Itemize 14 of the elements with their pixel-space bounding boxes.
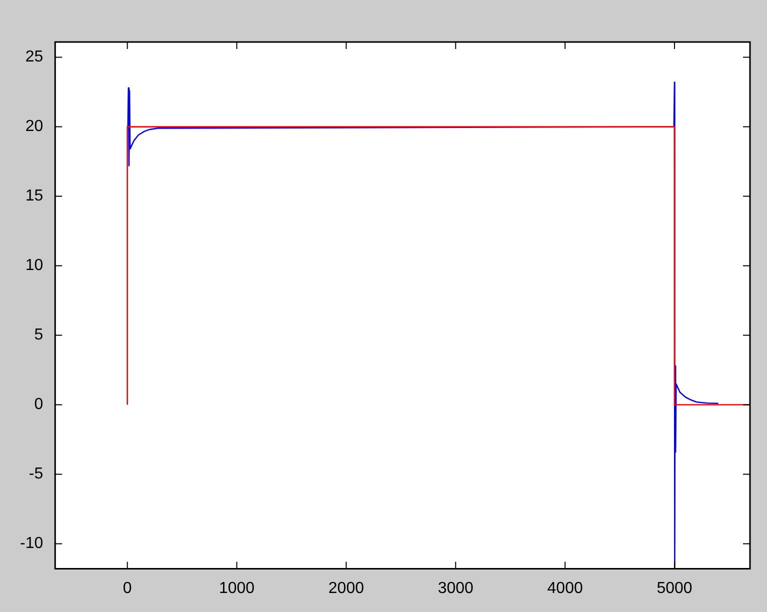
y-tick-label: 15 (25, 188, 44, 205)
y-tick-label: -5 (28, 466, 44, 483)
y-tick-label: -10 (20, 535, 44, 552)
x-tick-label: 5000 (656, 580, 692, 597)
x-tick-label: 4000 (547, 580, 583, 597)
y-tick-label: 0 (34, 396, 44, 414)
x-tick-label: 3000 (438, 580, 474, 597)
x-tick-label: 0 (122, 580, 132, 597)
x-tick-label: 1000 (218, 580, 255, 597)
y-tick-label: 10 (25, 257, 44, 274)
y-tick-label: 5 (34, 326, 44, 344)
x-tick-label: 2000 (328, 580, 364, 597)
y-tick-label: 25 (25, 48, 44, 66)
y-tick-label: 20 (25, 118, 44, 136)
